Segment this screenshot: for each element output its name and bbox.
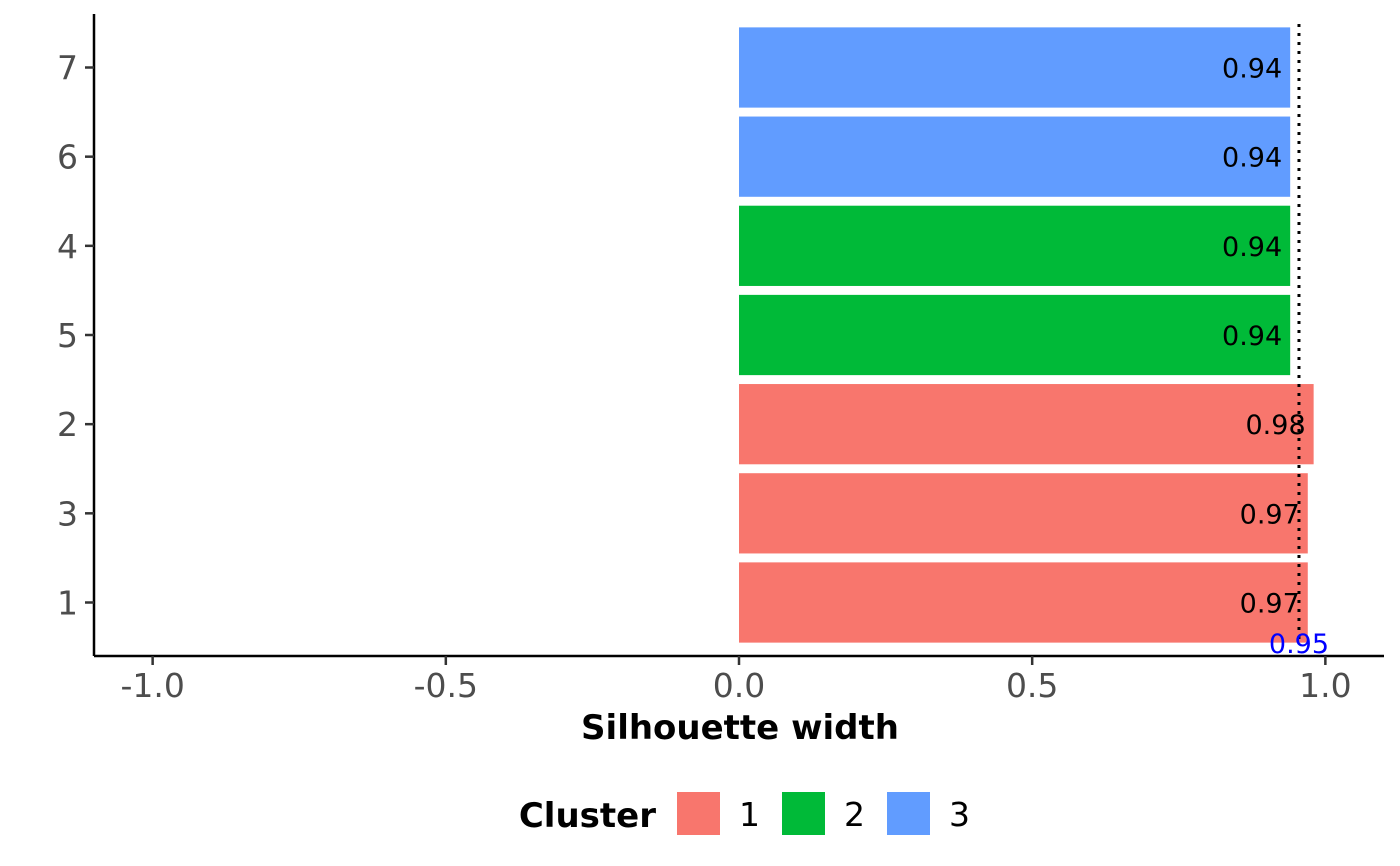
x-tick-label: 0.0 — [713, 666, 765, 705]
legend-key-3 — [887, 792, 930, 835]
x-tick-label: 0.5 — [1006, 666, 1058, 705]
x-tick-label: -1.0 — [120, 666, 184, 705]
bar-4 — [739, 205, 1291, 286]
y-tick-label: 7 — [57, 49, 78, 88]
x-axis-title: Silhouette width — [581, 708, 899, 748]
bar-6 — [739, 116, 1291, 197]
y-tick-label: 2 — [57, 405, 78, 444]
y-tick-label: 5 — [57, 316, 78, 355]
axes-layer: -1.0 -0.5 0.0 0.5 1.0 1 3 2 5 4 6 7 — [57, 14, 1384, 705]
bar-7 — [739, 27, 1291, 108]
bar-5 — [739, 294, 1291, 376]
bar-3 — [739, 473, 1308, 554]
x-tick-label: -0.5 — [414, 666, 478, 705]
legend-label-2: 2 — [844, 795, 865, 834]
legend-key-1 — [677, 792, 720, 835]
bar-labels-layer: 0.97 0.97 0.98 0.94 0.94 0.94 0.94 — [1222, 54, 1306, 620]
bar-value-label: 0.94 — [1222, 232, 1282, 263]
legend: Cluster 1 2 3 — [519, 792, 970, 836]
y-tick-label: 1 — [57, 584, 78, 623]
legend-label-1: 1 — [739, 795, 760, 834]
legend-label-3: 3 — [949, 795, 970, 834]
y-tick-label: 3 — [57, 494, 78, 533]
y-tick-label: 6 — [57, 138, 78, 177]
bar-value-label: 0.97 — [1240, 589, 1300, 620]
bars-layer — [739, 27, 1314, 643]
legend-title: Cluster — [519, 796, 656, 836]
y-tick-label: 4 — [57, 227, 78, 266]
bar-value-label: 0.97 — [1240, 499, 1300, 530]
legend-key-2 — [782, 792, 825, 835]
bar-1 — [739, 562, 1308, 643]
bar-value-label: 0.94 — [1222, 321, 1282, 352]
bar-value-label: 0.94 — [1222, 143, 1282, 174]
bar-value-label: 0.98 — [1246, 410, 1306, 441]
x-tick-label: 1.0 — [1299, 666, 1351, 705]
bar-2 — [739, 384, 1314, 465]
bar-value-label: 0.94 — [1222, 54, 1282, 85]
